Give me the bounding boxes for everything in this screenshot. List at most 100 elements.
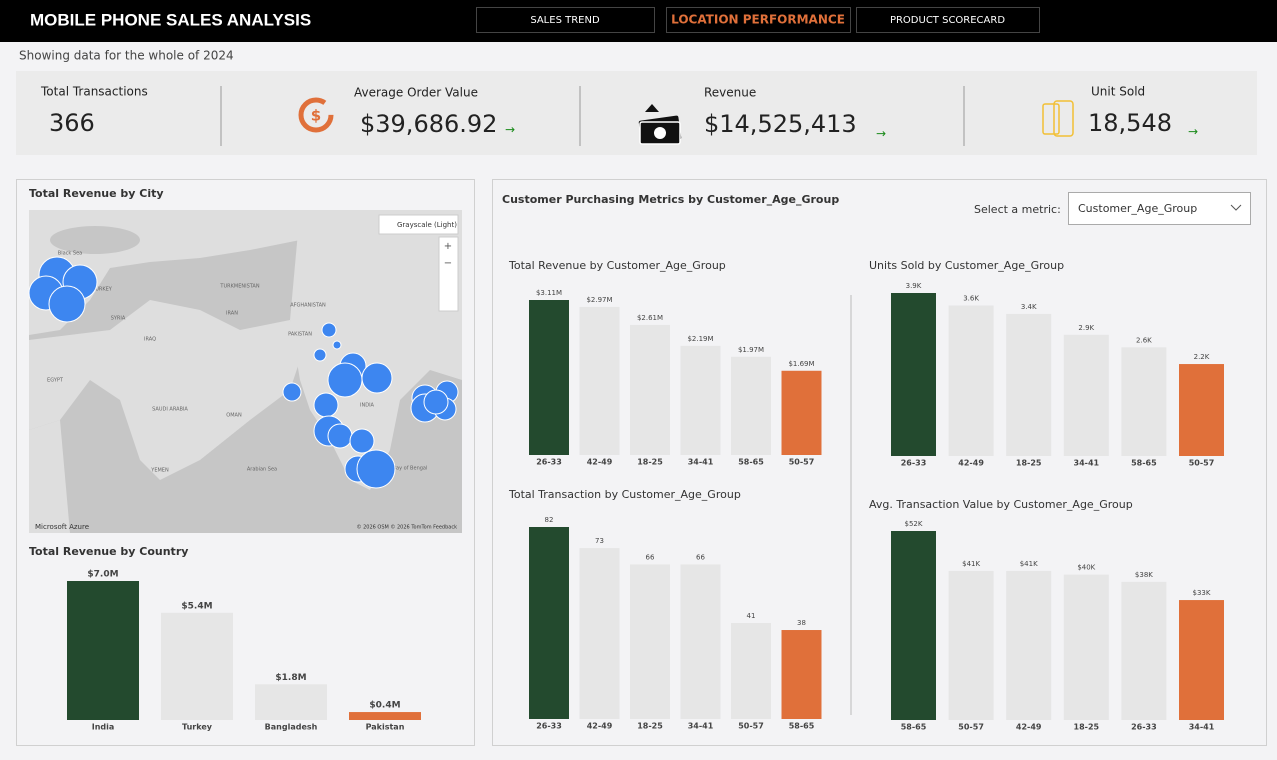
city-bubble <box>282 382 302 402</box>
metric-select[interactable] <box>1068 192 1251 225</box>
x-tick-label: 42-49 <box>587 458 613 467</box>
value-label: $38K <box>1135 571 1153 579</box>
nav-button[interactable] <box>856 7 1040 33</box>
x-tick-label: 26-33 <box>1131 723 1157 732</box>
map-label: PAKISTAN <box>288 332 312 338</box>
phone-icon <box>1042 100 1074 137</box>
bar <box>948 570 994 720</box>
x-tick-label: 50-57 <box>1189 459 1215 468</box>
nav-label[interactable]: SALES TREND <box>530 15 600 26</box>
value-label: $2.61M <box>637 314 663 322</box>
kpi-value: 18,548 <box>1088 109 1172 137</box>
city-bubble <box>349 428 375 454</box>
map-label: Black Sea <box>58 251 82 257</box>
x-tick-label: Bangladesh <box>265 723 318 732</box>
trend-arrow: → <box>505 123 515 137</box>
x-tick-label: 34-41 <box>688 458 714 467</box>
value-label: $3.11M <box>536 289 562 297</box>
chart-title: Total Revenue by Country <box>29 545 188 558</box>
nav-label[interactable]: LOCATION PERFORMANCE <box>671 13 845 27</box>
x-tick-label: 18-25 <box>1074 723 1100 732</box>
value-label: 38 <box>797 619 806 627</box>
map-label: Arabian Sea <box>247 467 277 473</box>
city-bubble <box>327 423 353 449</box>
map-label: EGYPT <box>47 378 64 384</box>
value-label: 2.9K <box>1078 324 1094 332</box>
kpi-label: Total Transactions <box>40 85 148 99</box>
bar <box>1063 574 1109 720</box>
city-bubble <box>327 362 363 398</box>
select-value[interactable]: Customer_Age_Group <box>1078 202 1197 215</box>
bar <box>579 548 620 719</box>
value-label: $7.0M <box>87 570 118 580</box>
x-tick-label: 34-41 <box>688 722 714 731</box>
value-label: 3.6K <box>963 295 979 303</box>
bar <box>349 712 421 720</box>
value-label: $1.69M <box>788 360 814 368</box>
chart-title: Avg. Transaction Value by Customer_Age_G… <box>869 498 1133 511</box>
x-tick-label: 18-25 <box>1016 459 1042 468</box>
value-label: $1.8M <box>275 673 306 683</box>
nav-button[interactable] <box>476 7 655 33</box>
map-credits: © 2026 OSM © 2026 TomTom Feedback <box>357 524 458 531</box>
map-label: SAUDI ARABIA <box>152 407 188 413</box>
x-tick-label: 26-33 <box>901 459 927 468</box>
x-tick-label: Turkey <box>182 723 213 732</box>
value-label: $41K <box>1020 560 1038 568</box>
bar <box>579 306 620 455</box>
value-label: 3.9K <box>906 282 922 290</box>
nav-button[interactable] <box>666 7 851 33</box>
chart-title: Total Transaction by Customer_Age_Group <box>508 488 741 501</box>
nav-label[interactable]: PRODUCT SCORECARD <box>890 15 1005 26</box>
value-label: 66 <box>696 553 705 561</box>
app-title: MOBILE PHONE SALES ANALYSIS <box>30 10 311 29</box>
value-label: $40K <box>1077 564 1095 572</box>
value-label: 82 <box>545 516 554 524</box>
map-label: IRAN <box>226 311 238 317</box>
bar <box>781 630 822 719</box>
x-tick-label: 26-33 <box>536 458 562 467</box>
value-label: $2.97M <box>586 296 612 304</box>
value-label: 2.6K <box>1136 336 1152 344</box>
value-label: $0.4M <box>369 701 400 711</box>
x-tick-label: 18-25 <box>637 458 663 467</box>
bar <box>529 300 569 455</box>
map-label: Bay of Bengal <box>393 466 428 472</box>
city-bubble <box>361 362 393 394</box>
bar <box>891 293 936 456</box>
bar <box>1006 570 1052 720</box>
x-tick-label: 58-65 <box>1131 459 1157 468</box>
bar <box>1063 334 1109 456</box>
kpi-value: 366 <box>49 109 95 137</box>
x-tick-label: India <box>92 723 115 732</box>
value-label: $5.4M <box>181 601 212 611</box>
bar <box>255 684 327 720</box>
bar <box>1121 347 1167 456</box>
bar <box>1179 364 1224 456</box>
kpi-value: $39,686.92 <box>360 110 497 138</box>
x-tick-label: 42-49 <box>1016 723 1042 732</box>
x-tick-label: 58-65 <box>901 723 927 732</box>
svg-text:−: − <box>444 258 452 269</box>
x-tick-label: 58-65 <box>789 722 815 731</box>
value-label: $2.19M <box>687 335 713 343</box>
bar <box>781 370 822 455</box>
map-label: TURKMENISTAN <box>219 284 259 290</box>
money-icon <box>638 104 682 145</box>
chart-title: Total Revenue by Customer_Age_Group <box>508 259 726 272</box>
chevron <box>1230 204 1242 211</box>
bar <box>731 356 771 455</box>
city-bubble <box>332 340 342 350</box>
x-tick-label: 50-57 <box>738 722 764 731</box>
map: Grayscale (Light) + − Microsoft Azure © … <box>28 210 462 533</box>
x-tick-label: 42-49 <box>587 722 613 731</box>
map-style-button[interactable]: Grayscale (Light) <box>397 221 457 229</box>
value-label: 73 <box>595 537 604 545</box>
bar <box>891 531 936 720</box>
kpi-label: Average Order Value <box>354 86 478 100</box>
chart-title: Units Sold by Customer_Age_Group <box>869 259 1064 272</box>
map-brand: Microsoft Azure <box>35 523 89 531</box>
bar <box>630 324 670 455</box>
